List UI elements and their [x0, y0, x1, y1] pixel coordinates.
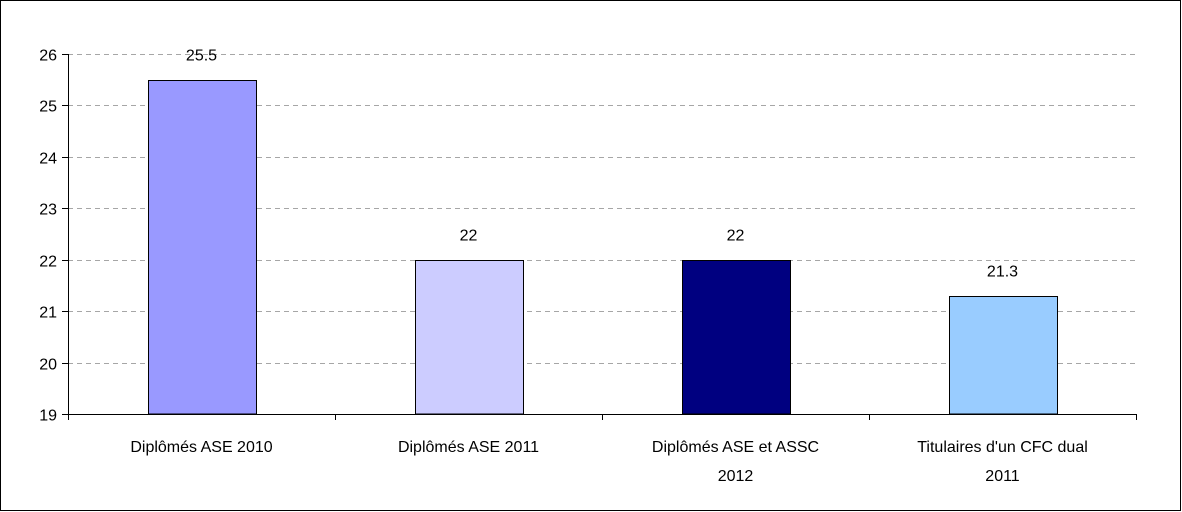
bar	[148, 80, 257, 415]
y-tick-label: 20	[39, 357, 57, 374]
y-tick-label: 21	[39, 305, 57, 322]
y-tick-label: 24	[39, 151, 57, 168]
gridlines	[68, 54, 1136, 364]
bar	[415, 260, 524, 415]
category-labels: Diplômés ASE 2010 Diplômés ASE 2011 Diplôm…	[130, 439, 1087, 485]
axes	[62, 54, 1137, 420]
bars	[148, 80, 1058, 415]
category-label: Diplômés ASE 2010	[130, 439, 272, 456]
category-label: Titulaires d'un CFC dual	[917, 439, 1088, 456]
bar	[949, 296, 1058, 415]
y-tick-label: 22	[39, 254, 57, 271]
y-tick-label: 26	[39, 48, 57, 65]
data-label: 25.5	[186, 48, 217, 65]
category-label: Diplômés ASE et ASSC	[652, 439, 819, 456]
data-label: 22	[727, 228, 745, 245]
bar	[682, 260, 791, 415]
data-label: 22	[460, 228, 478, 245]
y-tick-label: 19	[39, 408, 57, 425]
category-label: 2012	[718, 468, 754, 485]
category-label: 2011	[985, 468, 1020, 485]
y-tick-labels: 19 20 21 22 23 24 25 26	[39, 48, 57, 425]
data-labels: 25.5 22 22 21.3	[186, 48, 1018, 281]
data-label: 21.3	[987, 264, 1018, 281]
y-tick-label: 23	[39, 202, 57, 219]
category-label: Diplômés ASE 2011	[398, 439, 539, 456]
y-tick-label: 25	[39, 99, 57, 116]
